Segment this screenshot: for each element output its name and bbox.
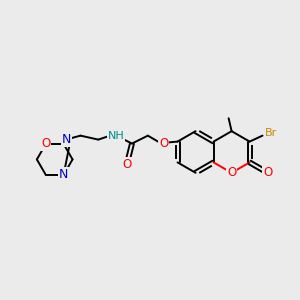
Text: N: N xyxy=(59,168,68,182)
Text: O: O xyxy=(41,137,50,151)
Text: O: O xyxy=(227,166,236,179)
Text: O: O xyxy=(263,166,272,179)
Text: O: O xyxy=(159,137,168,150)
Text: NH: NH xyxy=(108,130,124,141)
Text: N: N xyxy=(62,133,71,146)
Text: O: O xyxy=(122,158,132,171)
Text: Br: Br xyxy=(265,128,278,138)
